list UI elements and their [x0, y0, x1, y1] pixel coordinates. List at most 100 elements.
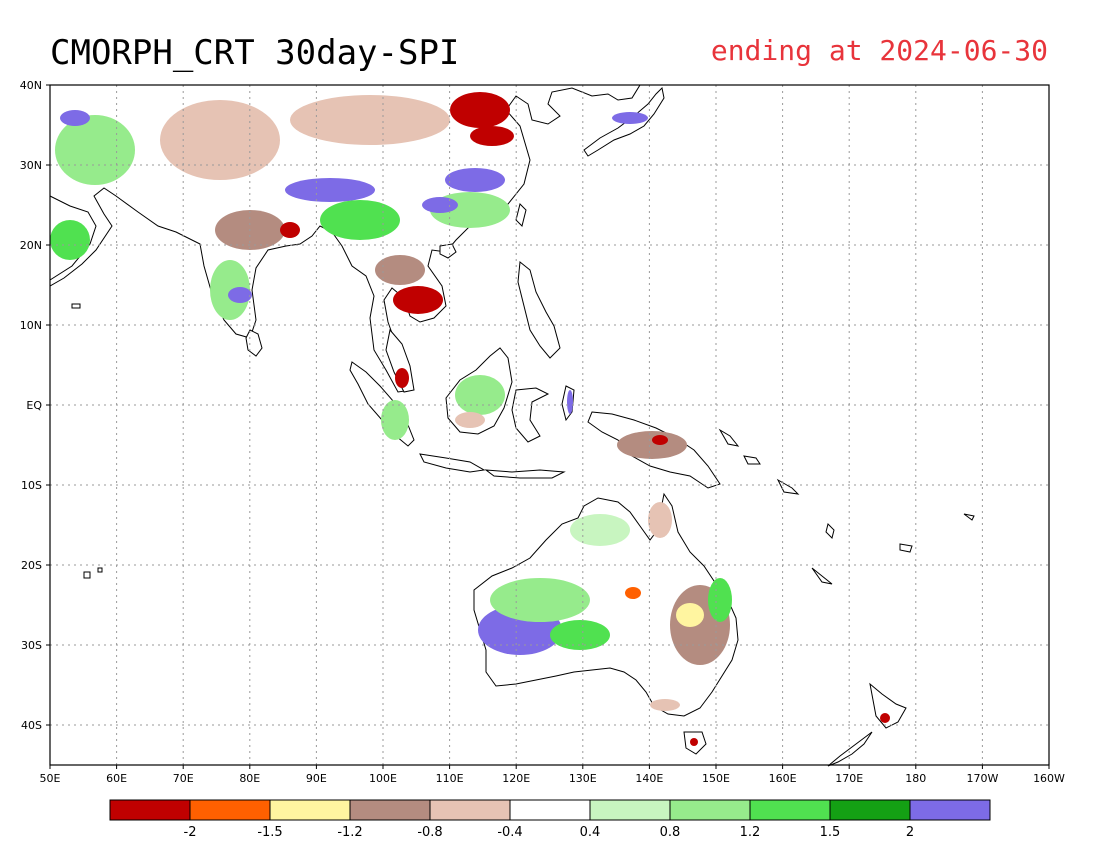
colorbar-swatch — [429, 799, 511, 821]
landmass-japan — [583, 86, 665, 157]
colorbar-label: -2 — [184, 825, 197, 840]
spi-patch-dry — [290, 95, 450, 145]
colorbar-swatch — [749, 799, 831, 821]
colorbar-swatch — [669, 799, 751, 821]
spi-patch-wet — [550, 620, 610, 650]
x-tick-label: 170E — [835, 772, 863, 785]
spi-patch-wet — [490, 578, 590, 622]
spi-patch-very-wet — [567, 390, 573, 414]
spi-patch-very-dry — [880, 713, 890, 723]
landmass-sunda-islands — [484, 469, 566, 479]
x-tick-label: 70E — [173, 772, 194, 785]
landmass-socotra — [71, 303, 81, 309]
spi-patch-dry — [650, 699, 680, 711]
x-axis: 50E 60E 70E 80E 90E 100E 110E 120E 130E 140E 150E 1… — [40, 765, 1065, 785]
landmass-fiji — [899, 513, 975, 553]
x-tick-label: 80E — [239, 772, 260, 785]
colorbar-swatch — [589, 799, 671, 821]
spi-patch-dry — [648, 502, 672, 538]
y-tick-label: 40N — [20, 79, 42, 92]
y-tick-label: EQ — [26, 399, 42, 412]
spi-patch-wet — [50, 220, 90, 260]
landmass-sulawesi — [511, 387, 550, 443]
spi-patch-very-wet — [285, 178, 375, 202]
x-tick-label: 170W — [966, 772, 998, 785]
map-title: CMORPH_CRT 30day-SPI — [50, 33, 459, 73]
x-tick-label: 100E — [369, 772, 397, 785]
y-tick-label: 10N — [20, 319, 42, 332]
spi-patch-dry — [676, 603, 704, 627]
colorbar-label: 1.5 — [820, 825, 841, 840]
colorbar-label: -1.2 — [337, 825, 362, 840]
colorbar-swatch — [189, 799, 271, 821]
spi-patch-dry — [617, 431, 687, 459]
y-axis: 40N 30N 20N 10N EQ 10S 20S 30S 40S — [20, 79, 50, 732]
spi-patch-wet — [320, 200, 400, 240]
colorbar-label: -1.5 — [257, 825, 282, 840]
spi-patch-very-dry — [470, 126, 514, 146]
map-area — [49, 84, 1050, 767]
y-tick-label: 40S — [21, 719, 42, 732]
y-tick-label: 10S — [21, 479, 42, 492]
spi-patch-very-dry — [393, 286, 443, 314]
landmass-mascarene-islands — [83, 567, 103, 579]
spi-patch-very-wet — [228, 287, 252, 303]
spi-patch-very-wet — [445, 168, 505, 192]
landmass-philippines — [517, 261, 561, 359]
spi-patch-dry — [455, 412, 485, 428]
x-tick-label: 160W — [1033, 772, 1065, 785]
landmass-taiwan — [515, 203, 527, 227]
colorbar-label: 0.8 — [660, 825, 681, 840]
y-tick-label: 20S — [21, 559, 42, 572]
x-tick-label: 130E — [569, 772, 597, 785]
colorbar-swatch — [909, 799, 991, 821]
colorbar-label: -0.8 — [417, 825, 442, 840]
spi-patch-wet — [381, 400, 409, 440]
x-tick-label: 140E — [635, 772, 663, 785]
x-tick-label: 50E — [40, 772, 61, 785]
spi-patch-wet — [455, 375, 505, 415]
colorbar-swatch — [109, 799, 191, 821]
spi-patch-very-dry — [652, 435, 668, 445]
colorbar-swatch — [509, 799, 591, 821]
spi-patch-very-wet — [60, 110, 90, 126]
spi-patch-very-wet — [612, 112, 648, 124]
landmass-vanuatu — [825, 523, 835, 539]
x-tick-label: 90E — [306, 772, 327, 785]
colorbar: -2 -1.5 -1.2 -0.8 -0.4 0.4 0.8 1.2 1.5 2 — [109, 799, 991, 840]
spi-patch-very-wet — [422, 197, 458, 213]
spi-patch-very-dry — [280, 222, 300, 238]
spi-patch-very-dry — [450, 92, 510, 128]
spi-patch-wet — [708, 578, 732, 622]
spi-patch-wet — [210, 260, 250, 320]
landmass-new-zealand — [827, 682, 907, 767]
spi-patch-dry — [375, 255, 425, 285]
colorbar-label: 2 — [906, 825, 914, 840]
colorbar-swatch — [829, 799, 911, 821]
landmass-solomon-islands — [718, 428, 800, 495]
landmass-australia — [473, 492, 739, 717]
landmass-hainan — [439, 243, 457, 259]
map-gridlines — [50, 85, 1049, 765]
x-tick-label: 160E — [769, 772, 797, 785]
colorbar-label: 1.2 — [740, 825, 761, 840]
x-tick-label: 110E — [436, 772, 464, 785]
spi-anomaly-patches — [50, 92, 890, 746]
colorbar-swatch — [269, 799, 351, 821]
map-frame — [49, 84, 1050, 766]
colorbar-label: 0.4 — [580, 825, 601, 840]
y-tick-label: 30S — [21, 639, 42, 652]
x-tick-label: 60E — [106, 772, 127, 785]
spi-patch-very-dry — [690, 738, 698, 746]
landmass-new-caledonia — [811, 567, 833, 585]
spi-patch-very-dry — [395, 368, 409, 388]
x-tick-label: 150E — [702, 772, 730, 785]
spi-patch-dry — [160, 100, 280, 180]
x-tick-label: 120E — [502, 772, 530, 785]
spi-patch-wet — [570, 514, 630, 546]
map-subtitle: ending at 2024-06-30 — [711, 34, 1048, 67]
colorbar-swatch — [349, 799, 431, 821]
spi-patch-wet — [55, 115, 135, 185]
y-tick-label: 30N — [20, 159, 42, 172]
